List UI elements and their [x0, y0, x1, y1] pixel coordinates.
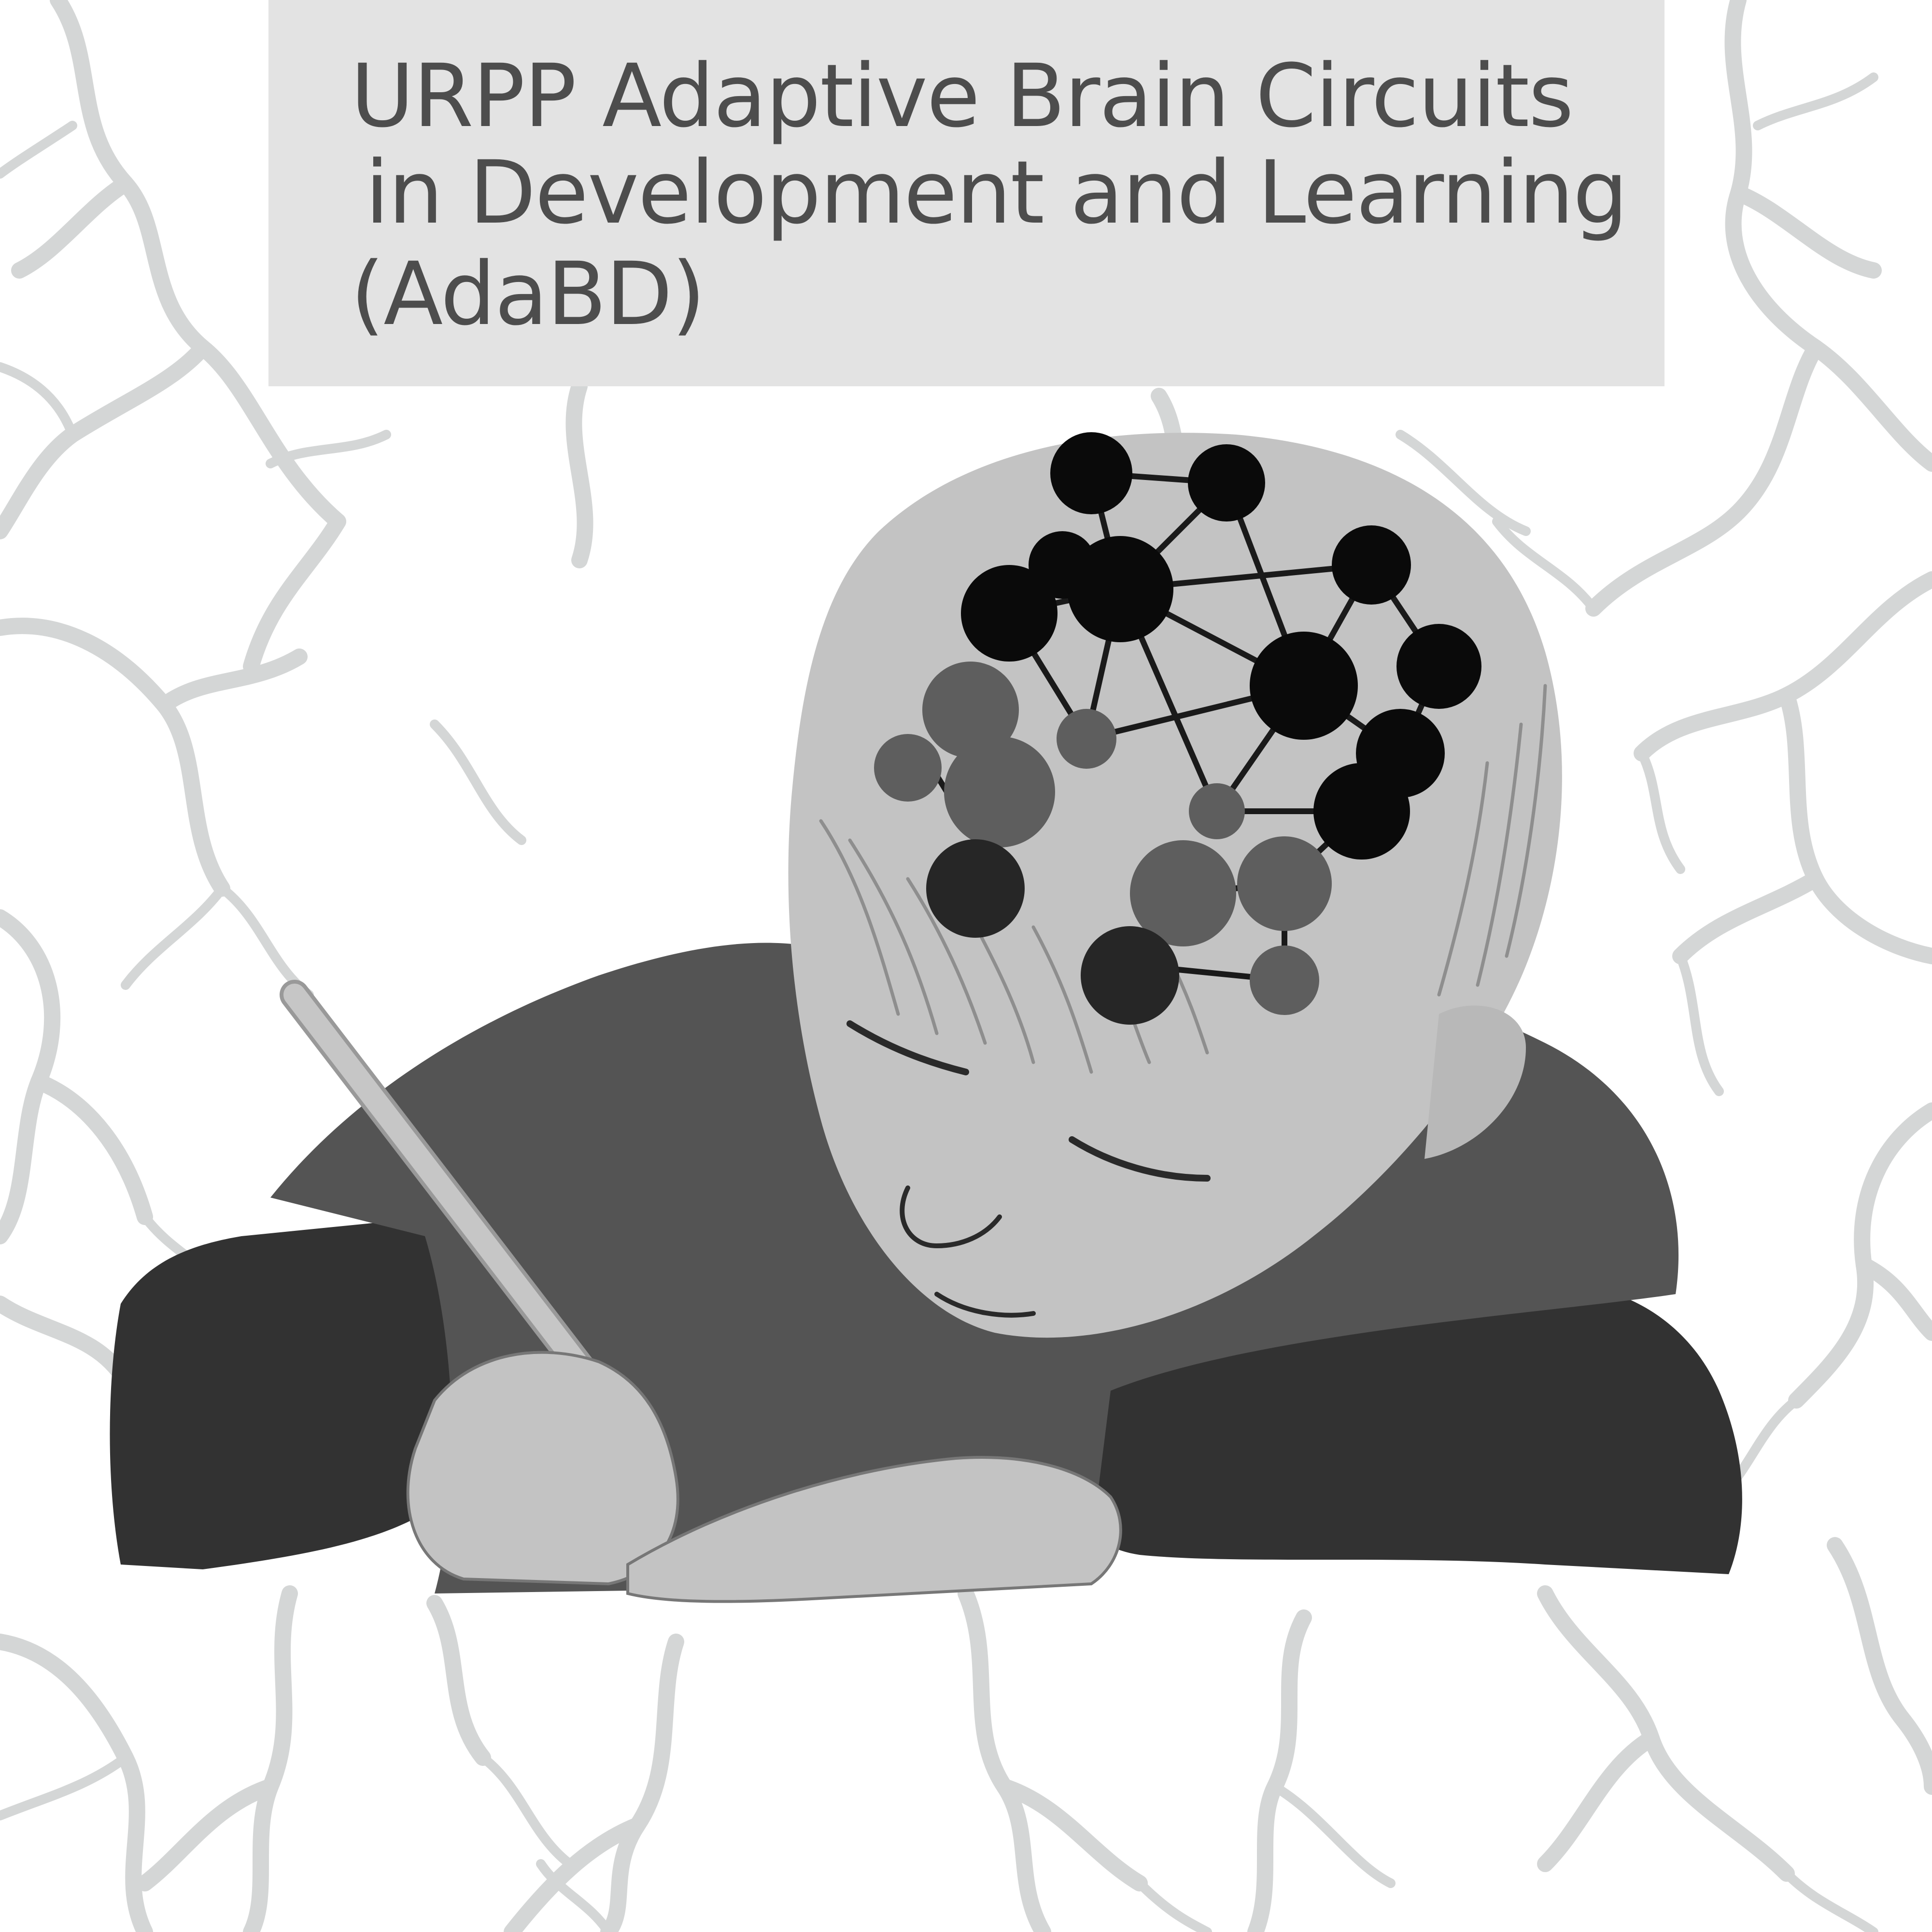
- neural-network: [874, 432, 1481, 1025]
- child-hands: [406, 1351, 1122, 1603]
- title-line-2: in Development and Learning: [365, 142, 1628, 243]
- title-line-3: (AdaBD): [351, 244, 705, 345]
- title-banner: URPP Adaptive Brain Circuits in Developm…: [268, 0, 1664, 386]
- child-arms: [110, 1217, 1742, 1574]
- title-line-1: URPP Adaptive Brain Circuits: [351, 46, 1574, 147]
